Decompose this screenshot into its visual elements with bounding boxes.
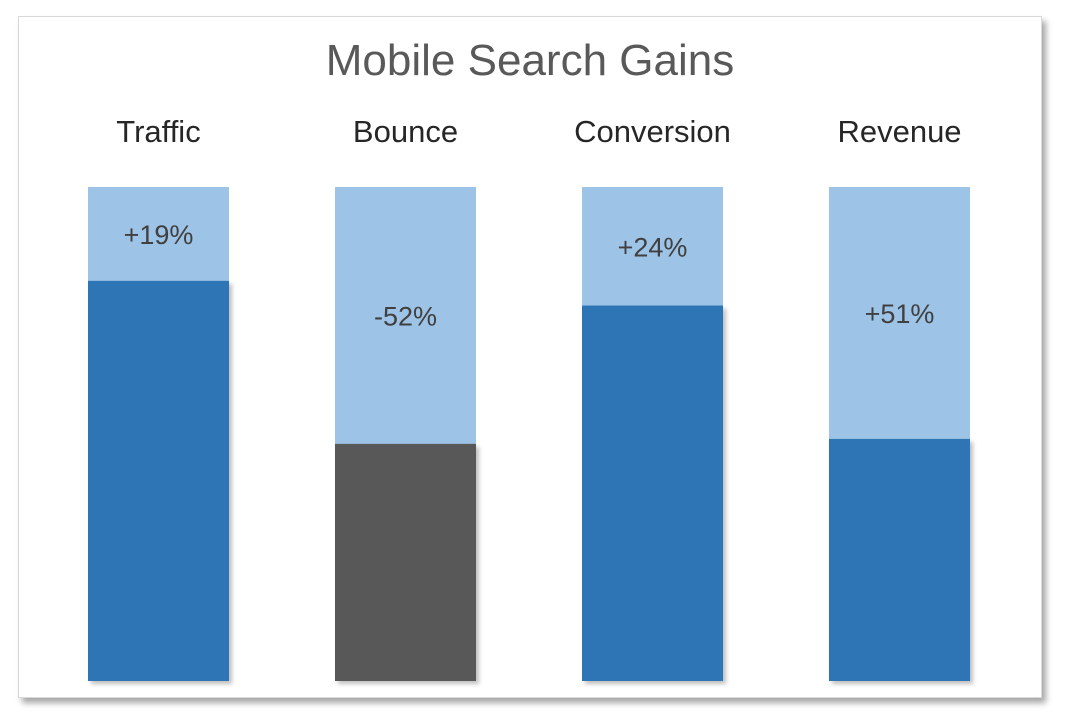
chart-title: Mobile Search Gains — [326, 36, 734, 85]
bar-value — [582, 305, 723, 681]
category-label: Conversion — [574, 114, 731, 149]
category-label: Bounce — [353, 114, 458, 149]
bar-value — [335, 443, 476, 681]
category-label: Traffic — [116, 114, 200, 149]
category-label: Revenue — [837, 114, 961, 149]
bar-group: Traffic +19% Bounce -52% Conversion +24% Reven… — [88, 114, 970, 681]
bar-value — [88, 280, 229, 681]
data-label: +19% — [124, 220, 194, 250]
data-label: +24% — [618, 232, 688, 262]
bar-value — [829, 438, 970, 681]
data-label: -52% — [374, 301, 437, 331]
data-label: +51% — [865, 299, 935, 329]
